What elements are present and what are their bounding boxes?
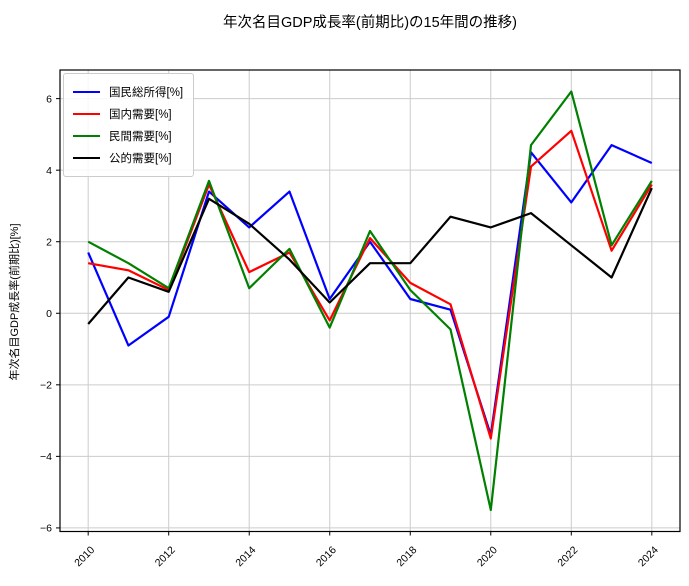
svg-text:2: 2	[46, 236, 52, 248]
legend-item: 国内需要[%]	[73, 103, 183, 125]
svg-text:−2: −2	[40, 380, 52, 392]
legend-line-swatch	[73, 156, 100, 160]
legend-item: 国民総所得[%]	[73, 81, 183, 103]
svg-text:6: 6	[46, 93, 52, 105]
svg-text:2022: 2022	[555, 544, 580, 569]
legend-label: 国民総所得[%]	[109, 87, 184, 99]
svg-text:2020: 2020	[475, 544, 500, 569]
svg-text:4: 4	[46, 165, 52, 177]
svg-text:2024: 2024	[636, 544, 661, 569]
legend-line-swatch	[73, 112, 100, 116]
svg-text:0: 0	[46, 308, 52, 320]
legend-line-swatch	[73, 90, 100, 94]
legend-line-swatch	[73, 134, 100, 138]
legend-label: 公的需要[%]	[109, 153, 172, 165]
legend-label: 民間需要[%]	[109, 131, 172, 143]
legend-item: 公的需要[%]	[73, 147, 183, 169]
svg-text:2016: 2016	[314, 544, 339, 569]
svg-text:−6: −6	[40, 523, 52, 535]
legend-item: 民間需要[%]	[73, 125, 183, 147]
svg-text:2014: 2014	[233, 544, 258, 569]
svg-text:−4: −4	[40, 451, 52, 463]
svg-text:2010: 2010	[72, 544, 97, 569]
legend: 国民総所得[%] 国内需要[%] 民間需要[%] 公的需要[%]	[63, 73, 195, 177]
chart-title: 年次名目GDP成長率(前期比)の15年間の推移)	[222, 15, 518, 31]
svg-text:2012: 2012	[153, 544, 178, 569]
svg-text:2018: 2018	[394, 544, 419, 569]
legend-label: 国内需要[%]	[109, 109, 172, 121]
